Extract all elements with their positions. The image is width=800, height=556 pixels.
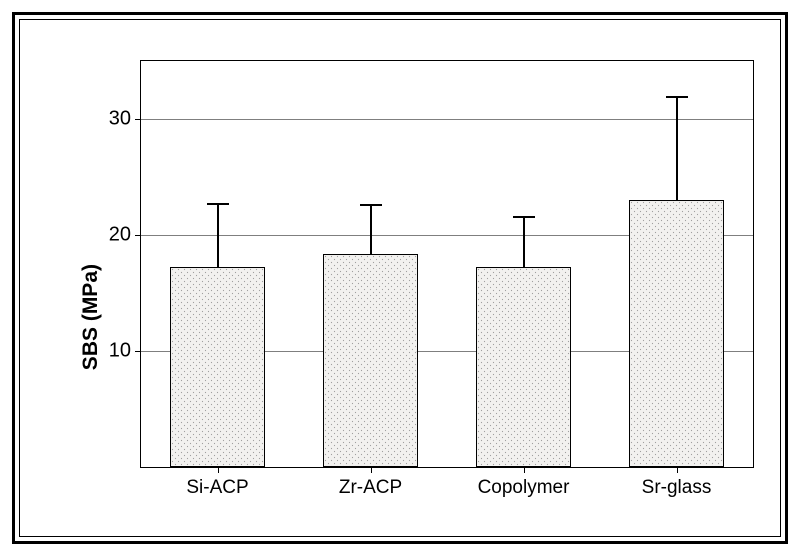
- x-tick-label: Si-ACP: [186, 477, 248, 499]
- error-bar-cap: [666, 96, 688, 98]
- x-tick: [524, 467, 525, 473]
- y-tick: [135, 235, 141, 236]
- y-axis-title: SBS (MPa): [79, 264, 103, 370]
- x-tick: [371, 467, 372, 473]
- y-tick: [135, 119, 141, 120]
- frame-outer-border: 10 20 30 SBS (MPa) Si-ACP Zr-ACP Copolymer Sr-g…: [12, 12, 788, 544]
- outer-frame: 10 20 30 SBS (MPa) Si-ACP Zr-ACP Copolymer Sr-g…: [0, 0, 800, 556]
- bar: [629, 200, 724, 467]
- x-tick: [677, 467, 678, 473]
- bar: [323, 254, 418, 467]
- bar: [476, 267, 571, 467]
- error-bar-cap: [360, 204, 382, 206]
- error-bar-stem: [523, 216, 525, 267]
- error-bar-stem: [217, 203, 219, 268]
- error-bar-stem: [676, 96, 678, 200]
- x-tick-label: Sr-glass: [642, 477, 712, 499]
- y-tick-label: 20: [109, 224, 131, 247]
- error-bar-cap: [207, 203, 229, 205]
- error-bar-cap: [513, 216, 535, 218]
- y-tick-label: 30: [109, 108, 131, 131]
- bar: [170, 267, 265, 467]
- error-bar-stem: [370, 204, 372, 254]
- plot-area: 102030SBS (MPa)Si-ACPZr-ACPCopolymerSr-g…: [140, 60, 754, 468]
- y-tick: [135, 351, 141, 352]
- y-tick-label: 10: [109, 340, 131, 363]
- chart-container: 10 20 30 SBS (MPa) Si-ACP Zr-ACP Copolymer Sr-g…: [20, 20, 780, 536]
- grid-line: [141, 119, 753, 120]
- frame-inner-border: 10 20 30 SBS (MPa) Si-ACP Zr-ACP Copolymer Sr-g…: [19, 19, 781, 537]
- x-tick: [218, 467, 219, 473]
- x-tick-label: Zr-ACP: [339, 477, 402, 499]
- x-tick-label: Copolymer: [478, 477, 570, 499]
